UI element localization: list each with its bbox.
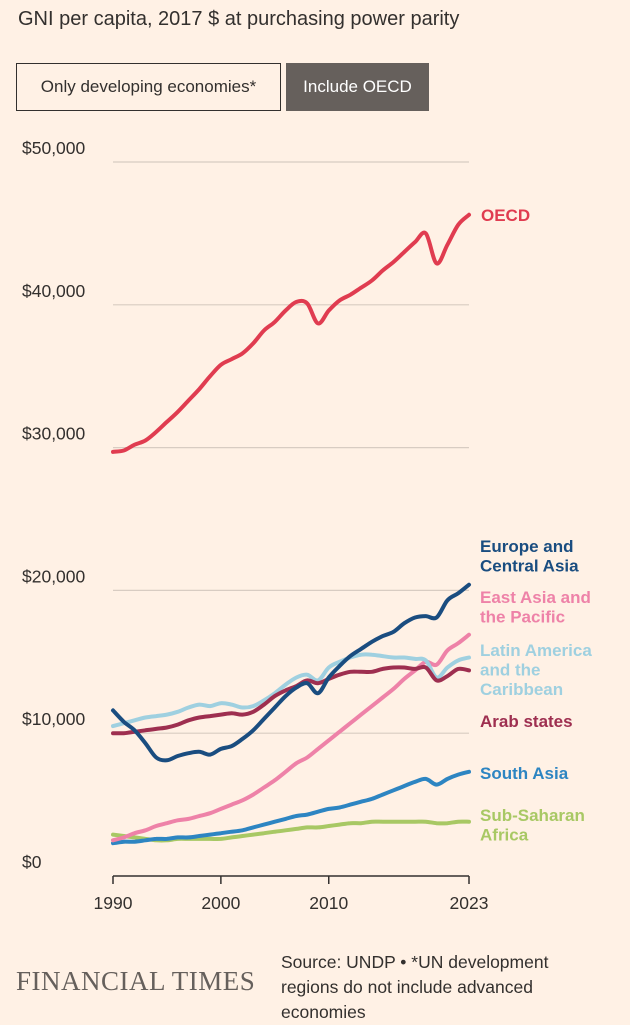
series-label-latin-america-and-the-caribbean: Latin America and the Caribbean (480, 641, 592, 699)
axes: $0 $10,000 $20,000 $30,000 $40,000 $50,000 199… (22, 138, 488, 913)
series-label-south-asia: South Asia (480, 764, 569, 783)
x-tick-label: 2010 (309, 893, 348, 913)
toggle-include-oecd[interactable]: Include OECD (286, 63, 429, 111)
y-tick-label: $50,000 (22, 138, 86, 158)
series-line-europe-and-central-asia (111, 582, 471, 763)
ft-logo: FINANCIAL TIMES (16, 966, 256, 996)
series-line-latin-america-and-the-caribbean (111, 652, 471, 729)
y-tick-label: $20,000 (22, 566, 86, 586)
x-tick-label: 2000 (201, 893, 240, 913)
source-note: Source: UNDP • *UN development regions d… (281, 952, 549, 1022)
series-line-east-asia-and-the-pacific (111, 632, 471, 843)
y-tick-label: $40,000 (22, 281, 86, 301)
series-lines (111, 212, 471, 846)
y-tick-label: $10,000 (22, 709, 86, 729)
series-labels: Sub-Saharan Africa South Asia East Asia and… (480, 206, 592, 845)
gridlines (113, 161, 469, 734)
series-label-arab-states: Arab states (480, 712, 573, 731)
y-tick-label: $30,000 (22, 424, 86, 444)
chart-title: GNI per capita, 2017 $ at purchasing pow… (18, 8, 460, 30)
series-line-south-asia (111, 769, 471, 846)
x-tick-label: 1990 (94, 893, 133, 913)
series-line-oecd (111, 212, 471, 454)
line-chart: $0 $10,000 $20,000 $30,000 $40,000 $50,000 199… (22, 138, 592, 913)
x-tick-label: 2023 (450, 893, 489, 913)
y-tick-label: $0 (22, 852, 42, 872)
toggle-developing-economies[interactable]: Only developing economies* (16, 63, 281, 111)
series-label-oecd: OECD (481, 206, 530, 225)
series-line-arab-states (111, 664, 471, 736)
series-label-sub-saharan-africa: Sub-Saharan Africa (480, 806, 585, 845)
series-label-europe-and-central-asia: Europe and Central Asia (480, 537, 579, 576)
series-label-east-asia-and-the-pacific: East Asia and the Pacific (480, 588, 591, 627)
